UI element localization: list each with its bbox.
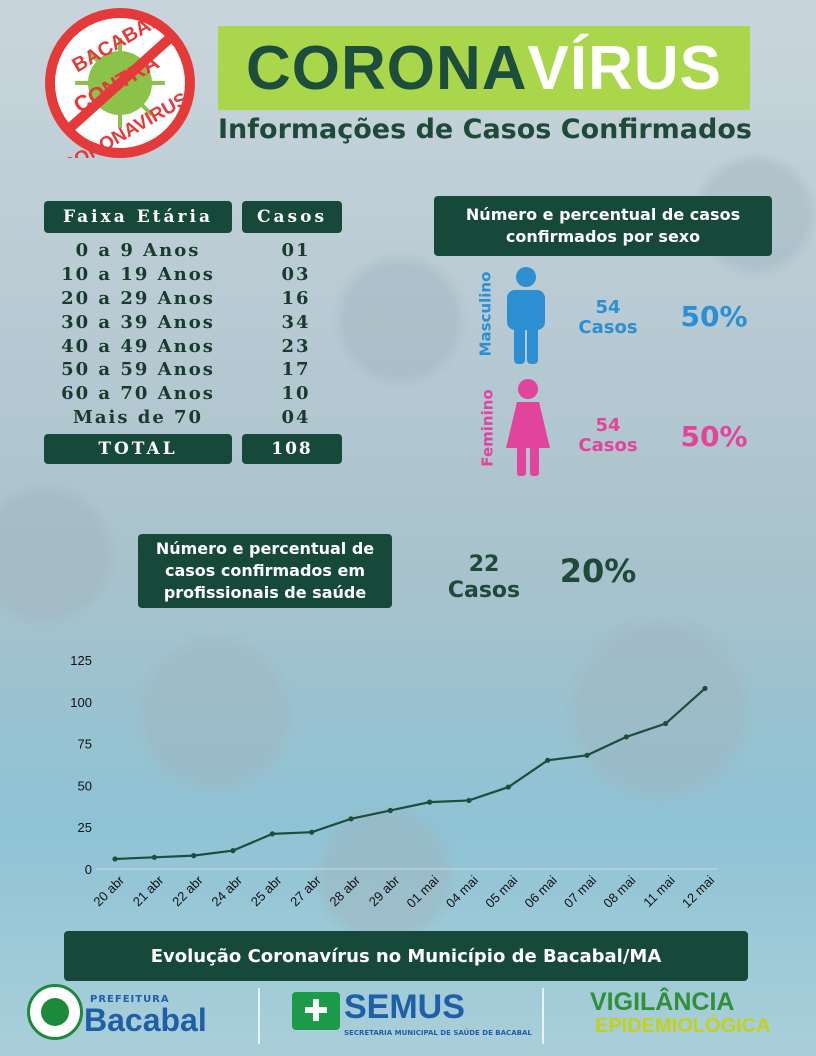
x-tick-label: 21 abr [130, 872, 167, 909]
x-tick-label: 11 mai [640, 872, 678, 910]
health-percent: 20% [559, 552, 637, 590]
x-tick-label: 01 mai [404, 872, 442, 910]
total-label: TOTAL [44, 434, 232, 464]
data-point [230, 848, 236, 854]
virus-bg-icon [130, 630, 300, 800]
data-point [348, 816, 354, 822]
cases-line-chart: 0 25 50 75 100 125 20 abr 21 abr 22 abr 24 abr 25… [70, 653, 718, 911]
footer-divider [258, 988, 260, 1044]
male-count-block: 54 Casos [572, 298, 644, 338]
x-tick-label: 29 abr [366, 872, 403, 909]
bacabal-logo-text: Bacabal [84, 1002, 207, 1038]
y-tick-label: 100 [70, 695, 92, 710]
data-point [112, 856, 118, 862]
table-row: Mais de 70 04 [72, 407, 311, 428]
x-tick-label: 24 abr [208, 872, 245, 909]
semus-logo-text: SEMUS [344, 988, 465, 1026]
table-row: 30 a 39 Anos 34 [61, 312, 311, 333]
female-percent: 50% [680, 420, 748, 453]
footer-divider [542, 988, 544, 1044]
data-point [427, 799, 433, 805]
age-header: Faixa Etária [44, 201, 232, 233]
data-point [151, 854, 157, 860]
y-tick-label: 75 [78, 737, 92, 752]
data-point [269, 831, 275, 837]
data-point [387, 807, 393, 814]
subtitle: Informações de Casos Confirmados [218, 114, 752, 145]
female-unit: Casos [578, 435, 638, 456]
series-line [114, 687, 706, 861]
plot-area [112, 685, 708, 862]
x-tick-label: 25 abr [248, 872, 285, 909]
male-unit: Casos [578, 317, 638, 338]
data-point [191, 853, 197, 859]
health-section-title: Número e percentual de casos confirmados… [138, 534, 392, 608]
female-count-block: 54 Casos [572, 416, 644, 456]
epidemiologica-text: EPIDEMIOLÓGICA [595, 1015, 771, 1037]
x-tick-label: 04 mai [443, 872, 481, 910]
x-axis: 20 abr 21 abr 22 abr 24 abr 25 abr 27 abr 28 a… [90, 868, 718, 911]
y-tick-label: 125 [70, 653, 92, 668]
virus-bg-icon [0, 480, 120, 630]
total-value: 108 [242, 434, 342, 464]
title-virus: VÍRUS [527, 33, 723, 103]
x-tick-label: 06 mai [522, 872, 560, 910]
cases-header: Casos [242, 201, 342, 233]
table-row: 10 a 19 Anos 03 [61, 264, 311, 285]
y-tick-label: 25 [78, 820, 92, 835]
data-point [505, 784, 511, 790]
vigilancia-text: VIGILÂNCIA [590, 988, 735, 1016]
x-tick-label: 07 mai [561, 872, 599, 910]
table-row: 20 a 29 Anos 16 [61, 288, 311, 309]
x-tick-label: 28 abr [326, 872, 363, 909]
health-count-block: 22 Casos [434, 552, 534, 604]
table-row: 60 a 70 Anos 10 [61, 383, 311, 404]
male-label-wrap: Masculino [470, 262, 500, 366]
male-percent: 50% [680, 300, 748, 333]
y-axis: 0 25 50 75 100 125 [70, 653, 92, 877]
data-point [702, 685, 708, 692]
table-row: 50 a 59 Anos 17 [61, 359, 311, 380]
data-point [584, 752, 590, 758]
x-tick-label: 08 mai [600, 872, 638, 910]
data-point [466, 797, 472, 804]
female-label-wrap: Feminino [473, 380, 503, 476]
bacabal-contra-coronavirus-badge: BACABAL CONTRA CORONAVIRUS [45, 8, 195, 158]
x-tick-label: 12 mai [679, 872, 717, 910]
table-row: 0 a 9 Anos 01 [75, 240, 311, 261]
female-figure-icon [506, 379, 550, 476]
table-row: 40 a 49 Anos 23 [61, 336, 311, 357]
semus-cross-icon: ✚ [292, 992, 340, 1030]
x-tick-label: 27 abr [287, 872, 324, 909]
data-point [663, 720, 669, 727]
x-tick-label: 05 mai [482, 872, 520, 910]
title-corona: CORONA [245, 33, 528, 103]
palm-tree-icon [41, 998, 69, 1026]
health-count: 22 [468, 552, 500, 577]
semus-subtitle: SECRETARIA MUNICIPAL DE SAÚDE DE BACABAL [344, 1029, 532, 1037]
chart-caption: Evolução Coronavírus no Município de Bac… [64, 931, 748, 981]
x-tick-label: 22 abr [169, 872, 206, 909]
virus-bg-icon [560, 610, 760, 810]
male-figure-icon [507, 267, 545, 364]
prefeitura-text: PREFEITURA [90, 994, 170, 1005]
sex-section-title: Número e percentual de casos confirmados… [434, 196, 772, 256]
data-point [309, 829, 315, 835]
title-banner: CORONA VÍRUS [218, 26, 750, 110]
virus-bg-icon [330, 250, 470, 390]
male-count: 54 [595, 297, 621, 318]
data-point [623, 734, 629, 740]
y-tick-label: 0 [85, 862, 92, 877]
y-tick-label: 50 [78, 778, 92, 793]
bacabal-seal-logo [27, 984, 83, 1040]
x-tick-label: 20 abr [90, 872, 127, 909]
health-unit: Casos [447, 578, 521, 603]
female-count: 54 [595, 415, 621, 436]
male-label: Masculino [476, 271, 495, 357]
data-point [545, 757, 551, 763]
female-label: Feminino [479, 389, 498, 467]
